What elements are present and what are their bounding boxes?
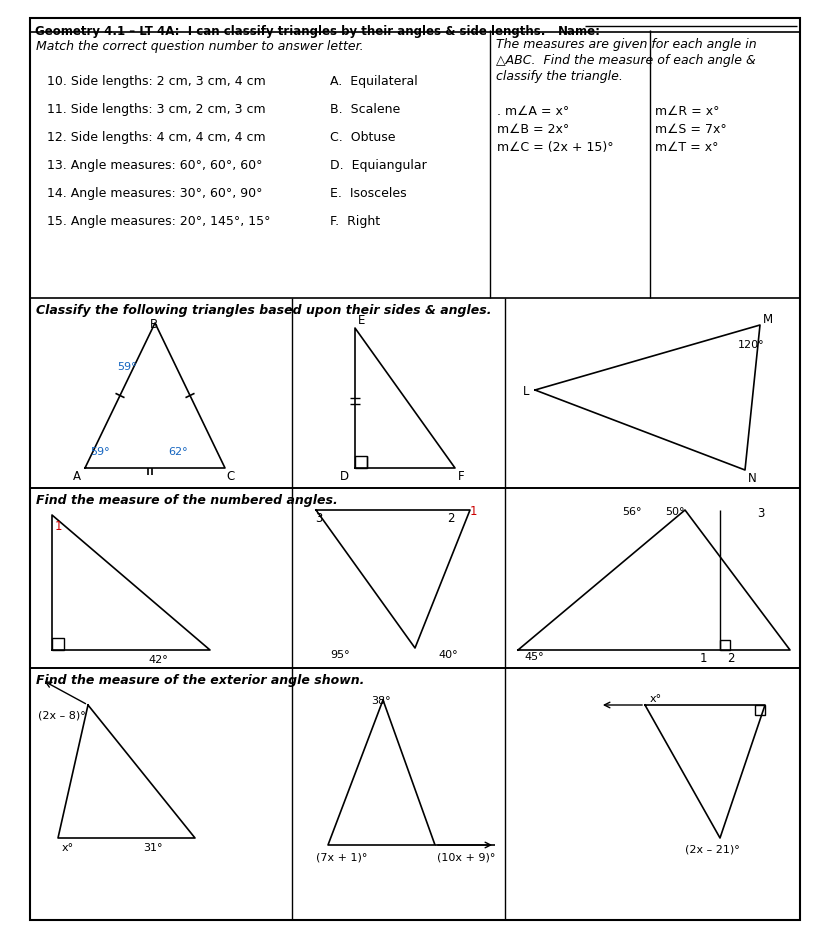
- Text: 40°: 40°: [437, 650, 457, 660]
- Text: m∠B = 2x°: m∠B = 2x°: [496, 123, 569, 136]
- Text: D: D: [340, 470, 349, 483]
- Text: m∠S = 7x°: m∠S = 7x°: [654, 123, 726, 136]
- Text: 15. Angle measures: 20°, 145°, 15°: 15. Angle measures: 20°, 145°, 15°: [47, 215, 270, 228]
- Bar: [355, 456, 366, 468]
- Text: N: N: [747, 472, 756, 485]
- Text: B: B: [150, 318, 158, 331]
- Text: 59°: 59°: [90, 447, 109, 457]
- Text: Find the measure of the numbered angles.: Find the measure of the numbered angles.: [36, 494, 337, 507]
- Bar: [52, 638, 64, 650]
- Text: 1: 1: [470, 505, 477, 518]
- Text: (7x + 1)°: (7x + 1)°: [316, 852, 367, 862]
- Text: 1: 1: [699, 652, 706, 665]
- Text: F: F: [457, 470, 464, 483]
- Text: M: M: [762, 313, 772, 326]
- Text: 56°: 56°: [621, 507, 641, 517]
- Text: A.  Equilateral: A. Equilateral: [330, 75, 418, 88]
- Text: . m∠A = x°: . m∠A = x°: [496, 105, 569, 118]
- Text: 50°: 50°: [664, 507, 684, 517]
- Text: m∠R = x°: m∠R = x°: [654, 105, 719, 118]
- Text: △ABC.  Find the measure of each angle &: △ABC. Find the measure of each angle &: [495, 54, 755, 67]
- Text: B.  Scalene: B. Scalene: [330, 103, 399, 116]
- Bar: [754, 705, 764, 715]
- Text: Geometry 4.1 – LT 4A:  I can classify triangles by their angles & side lengths.: Geometry 4.1 – LT 4A: I can classify tri…: [35, 25, 545, 38]
- Text: C: C: [226, 470, 234, 483]
- Text: 95°: 95°: [330, 650, 349, 660]
- Text: Classify the following triangles based upon their sides & angles.: Classify the following triangles based u…: [36, 304, 491, 317]
- Text: C.  Obtuse: C. Obtuse: [330, 131, 395, 144]
- Text: D.  Equiangular: D. Equiangular: [330, 159, 426, 172]
- Text: (2x – 21)°: (2x – 21)°: [684, 845, 739, 855]
- Text: 38°: 38°: [370, 696, 390, 706]
- Text: 13. Angle measures: 60°, 60°, 60°: 13. Angle measures: 60°, 60°, 60°: [47, 159, 262, 172]
- Text: L: L: [523, 385, 528, 398]
- Text: x°: x°: [649, 694, 662, 704]
- Text: 45°: 45°: [523, 652, 543, 662]
- Text: 2: 2: [726, 652, 734, 665]
- Text: 3: 3: [756, 507, 763, 520]
- Text: 42°: 42°: [148, 655, 168, 665]
- Text: 59°: 59°: [117, 362, 136, 372]
- Text: E: E: [357, 314, 365, 327]
- Text: 62°: 62°: [168, 447, 188, 457]
- Text: Find the measure of the exterior angle shown.: Find the measure of the exterior angle s…: [36, 674, 364, 687]
- Text: 3: 3: [314, 512, 322, 525]
- Text: 14. Angle measures: 30°, 60°, 90°: 14. Angle measures: 30°, 60°, 90°: [47, 187, 262, 200]
- Bar: [719, 640, 729, 650]
- Text: F.  Right: F. Right: [330, 215, 380, 228]
- Text: Name:: Name:: [557, 25, 600, 38]
- Text: m∠T = x°: m∠T = x°: [654, 141, 718, 154]
- Text: A: A: [73, 470, 81, 483]
- Text: 1: 1: [55, 520, 62, 533]
- Text: 2: 2: [447, 512, 454, 525]
- Text: 120°: 120°: [737, 340, 763, 350]
- Text: 10. Side lengths: 2 cm, 3 cm, 4 cm: 10. Side lengths: 2 cm, 3 cm, 4 cm: [47, 75, 265, 88]
- Text: 12. Side lengths: 4 cm, 4 cm, 4 cm: 12. Side lengths: 4 cm, 4 cm, 4 cm: [47, 131, 265, 144]
- Text: classify the triangle.: classify the triangle.: [495, 70, 622, 83]
- Text: 11. Side lengths: 3 cm, 2 cm, 3 cm: 11. Side lengths: 3 cm, 2 cm, 3 cm: [47, 103, 265, 116]
- Text: E.  Isosceles: E. Isosceles: [330, 187, 406, 200]
- Text: (2x – 8)°: (2x – 8)°: [38, 710, 86, 720]
- Text: m∠C = (2x + 15)°: m∠C = (2x + 15)°: [496, 141, 613, 154]
- Text: Match the correct question number to answer letter.: Match the correct question number to ans…: [36, 40, 363, 53]
- Text: (10x + 9)°: (10x + 9)°: [437, 852, 495, 862]
- Text: 31°: 31°: [143, 843, 162, 853]
- Text: x°: x°: [62, 843, 74, 853]
- Text: The measures are given for each angle in: The measures are given for each angle in: [495, 38, 756, 51]
